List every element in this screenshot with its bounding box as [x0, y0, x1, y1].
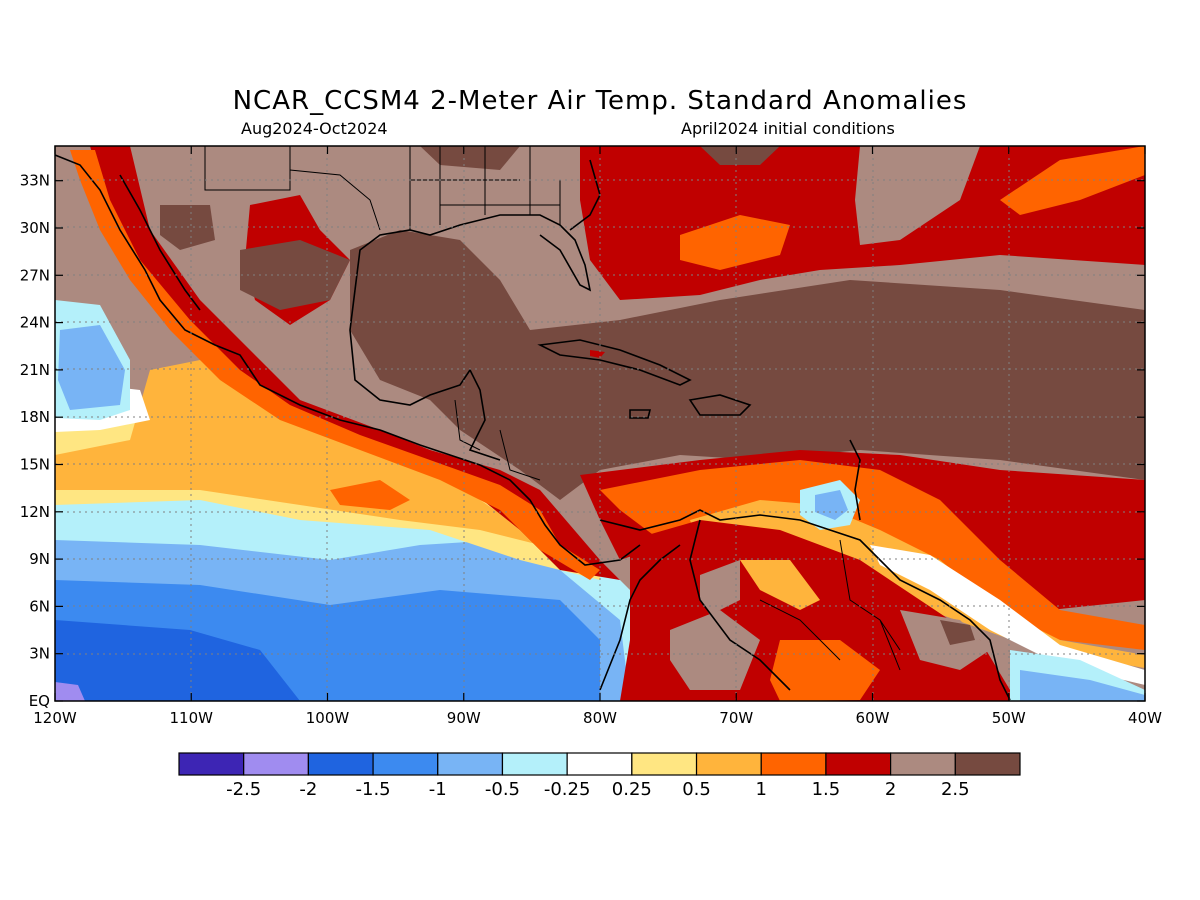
anomaly-fill-neg2.5-to-neg2 [55, 682, 85, 701]
colorbar-label: -2.5 [226, 779, 261, 800]
colorbar-swatch [501, 752, 568, 776]
atlantic-south-cool-core [1020, 670, 1145, 701]
lat-tick-label: EQ [29, 692, 50, 710]
lat-tick-label: 24N [20, 314, 50, 332]
colorbar-swatch [372, 752, 439, 776]
anomaly-fill-neg2-to-neg1.5 [55, 620, 300, 701]
colorbar-label: 2 [885, 779, 896, 800]
venezuela-light-patch [740, 560, 820, 610]
lon-tick-label: 60W [856, 709, 890, 727]
colorbar-label: 0.5 [682, 779, 711, 800]
south-america-orange-patch [770, 640, 880, 701]
colorbar-swatch [695, 752, 762, 776]
colorbar-label: -1 [429, 779, 447, 800]
lon-tick-label: 40W [1128, 709, 1162, 727]
anomaly-fill-1-to-1.5 [330, 480, 410, 510]
lon-tick-label: 50W [992, 709, 1026, 727]
cuba-warm-dot [590, 350, 605, 358]
south-america-brown-patch-west [670, 610, 760, 690]
colorbar-swatch [243, 752, 309, 776]
colorbar-swatch [307, 752, 374, 776]
colorbar-label: 0.25 [612, 779, 652, 800]
colorbar-swatch [825, 752, 892, 776]
lon-tick-label: 90W [447, 709, 481, 727]
lat-tick-label: 6N [29, 597, 50, 615]
colorbar-swatch [890, 752, 956, 776]
lat-tick-label: 33N [20, 172, 50, 190]
guiana-dark-patch [940, 620, 975, 645]
colorbar-label: -0.5 [485, 779, 520, 800]
colorbar-swatch [631, 752, 698, 776]
lon-tick-label: 70W [719, 709, 753, 727]
lat-tick-label: 30N [20, 219, 50, 237]
colorbar-label: 1.5 [812, 779, 841, 800]
atlantic-orange-patch-ne [1000, 146, 1145, 215]
colorbar-label: -1.5 [356, 779, 391, 800]
map-title: NCAR_CCSM4 2-Meter Air Temp. Standard An… [232, 86, 968, 116]
colorbar-label: -0.25 [544, 779, 591, 800]
pacific-cool-core [58, 325, 125, 410]
lon-tick-label: 120W [33, 709, 77, 727]
lat-tick-label: 9N [29, 550, 50, 568]
atlantic-orange-band [680, 215, 790, 270]
atlantic-dark-patch-north [700, 146, 780, 165]
colorbar-swatch [178, 752, 245, 776]
mexico-coastal-warm-strip [90, 146, 620, 580]
lon-tick-label: 80W [583, 709, 617, 727]
longitude-axis: 120W 110W 100W 90W 80W 70W 60W 50W 40W [33, 146, 1162, 727]
colorbar-label: -2 [299, 779, 317, 800]
forecast-period: Aug2024-Oct2024 [241, 119, 388, 138]
anomaly-field [55, 146, 1145, 701]
anomaly-fill-0.5-to-1 [55, 360, 540, 545]
lat-tick-label: 27N [20, 266, 50, 284]
colorbar: -2.5 -2 -1.5 -1 -0.5 -0.25 0.25 0.5 1 1.5 2 2.5 [178, 752, 1021, 800]
us-dark-patch-north [420, 146, 520, 170]
initial-conditions: April2024 initial conditions [681, 119, 895, 138]
lat-tick-label: 3N [29, 645, 50, 663]
lat-tick-label: 12N [20, 503, 50, 521]
lat-tick-label: 18N [20, 408, 50, 426]
political-borders [204, 146, 901, 671]
lat-tick-label: 21N [20, 361, 50, 379]
caribbean-neutral-band [870, 545, 1145, 685]
coastlines [55, 154, 1011, 701]
latitude-axis: EQ 3N 6N 9N 12N 15N 18N 21N 24N 27N 30N 33N [20, 172, 1145, 710]
colorbar-swatch [760, 752, 827, 776]
atlantic-brown-patch [855, 146, 980, 245]
anomaly-fill-above-2.5 [350, 230, 1145, 500]
colorbar-swatch [437, 752, 504, 776]
lon-tick-label: 110W [170, 709, 214, 727]
colorbar-label: 2.5 [941, 779, 970, 800]
graticule [55, 146, 1145, 701]
lat-tick-label: 15N [20, 456, 50, 474]
colorbar-label: 1 [756, 779, 767, 800]
colorbar-swatch [954, 752, 1021, 776]
guiana-brown-patch [900, 610, 990, 670]
mexico-coastal-orange-strip [70, 150, 600, 580]
colorbar-swatch [566, 752, 633, 776]
lon-tick-label: 100W [306, 709, 350, 727]
south-america-brown-patch-north [700, 560, 740, 615]
